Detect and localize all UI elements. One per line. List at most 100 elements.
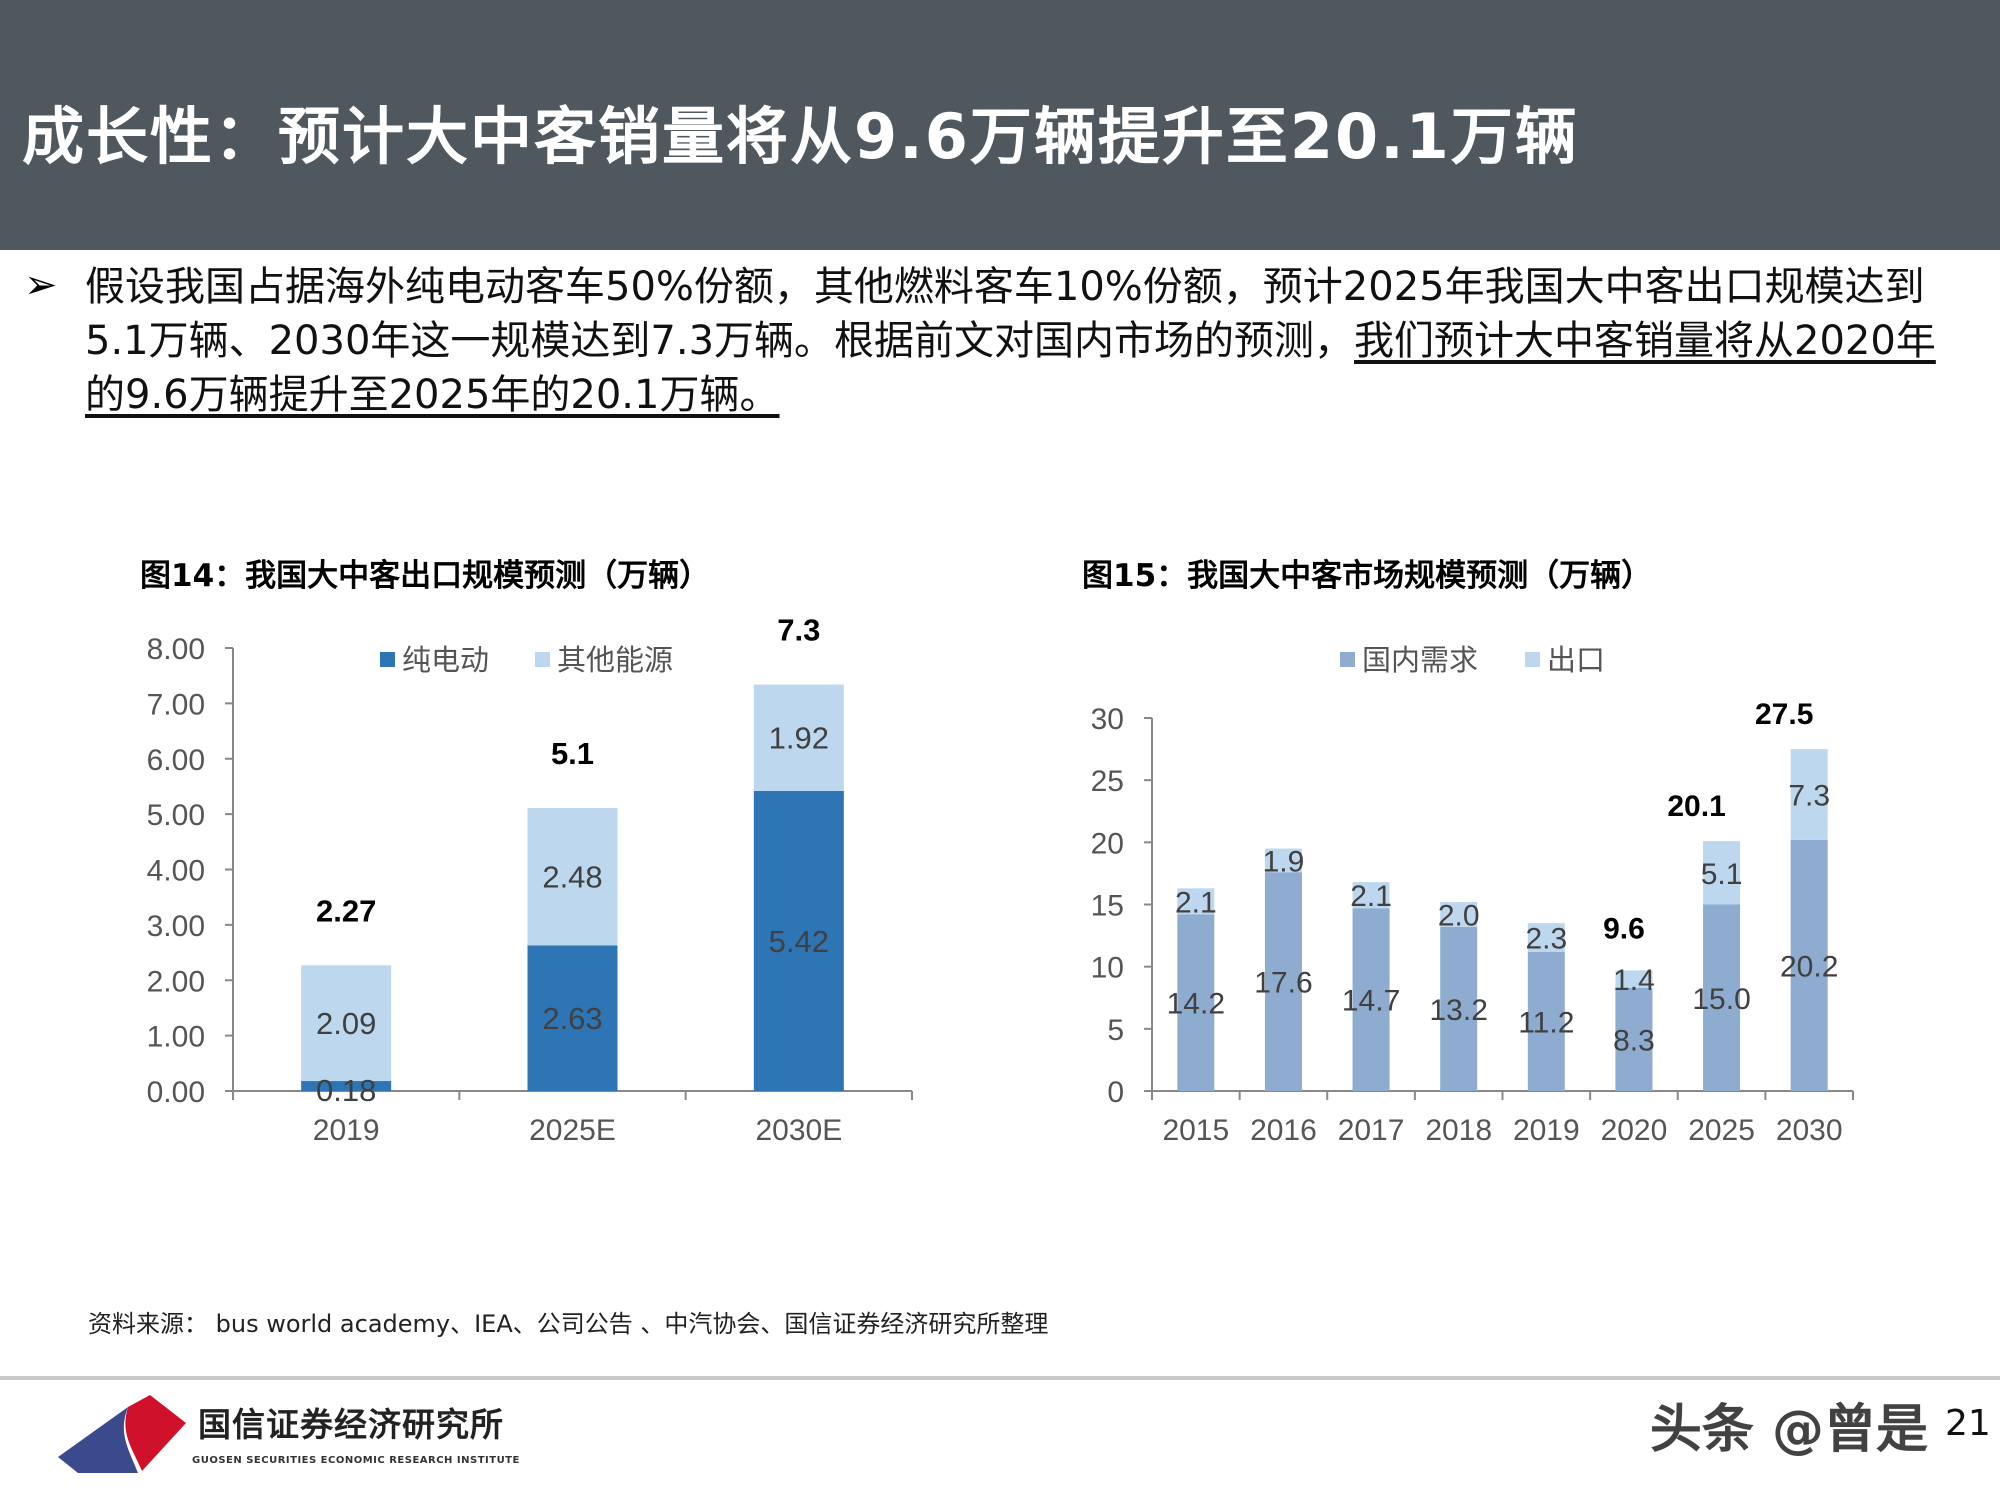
chart1-bar-国内需求-2020 — [1615, 987, 1653, 1091]
chart1-x-tick-label: 2025 — [1688, 1114, 1755, 1147]
chart0-y-tick-label: 6.00 — [147, 744, 205, 777]
chart1-x-tick-label: 2019 — [1513, 1114, 1580, 1147]
chart0-legend-swatch — [380, 652, 395, 667]
chart1-legend-label: 国内需求 — [1362, 643, 1478, 677]
chart0-y-tick-label: 7.00 — [147, 688, 205, 721]
guosen-logo-icon — [58, 1395, 186, 1473]
chart0-total-label: 5.1 — [551, 736, 594, 771]
chart1-x-tick-label: 2020 — [1601, 1114, 1668, 1147]
source-note: 资料来源： bus world academy、IEA、公司公告 、中汽协会、国… — [88, 1310, 1049, 1338]
chart1-data-label: 17.6 — [1254, 967, 1312, 1000]
chart0-data-label: 5.42 — [769, 924, 829, 959]
chart0-bar-纯电动-2025E — [527, 945, 618, 1091]
chart0-data-label: 2.48 — [542, 860, 602, 895]
chart0-y-tick-label: 1.00 — [147, 1021, 205, 1054]
watermark: 头条 @曾是 — [1649, 1400, 1928, 1460]
chart1-bar-国内需求-2017 — [1352, 908, 1390, 1091]
chart1-legend-swatch — [1525, 652, 1540, 667]
chart1-data-label: 7.3 — [1788, 779, 1830, 812]
chart1-y-tick-label: 25 — [1091, 765, 1124, 798]
chart1-bar-出口-2019 — [1527, 923, 1565, 952]
chart0-data-label: 2.63 — [542, 1001, 602, 1036]
chart1-y-tick-label: 15 — [1091, 890, 1124, 923]
chart0-y-tick-label: 8.00 — [147, 633, 205, 666]
chart0-bar-纯电动-2030E — [753, 790, 844, 1091]
chart1-x-tick-label: 2016 — [1250, 1114, 1317, 1147]
chart1-y-tick-label: 10 — [1091, 952, 1124, 985]
chart1-data-label: 5.1 — [1701, 858, 1743, 891]
arrow-bullet-icon: ➢ — [24, 262, 58, 308]
chart0-x-tick-label: 2030E — [755, 1114, 842, 1147]
chart0-y-tick-label: 4.00 — [147, 855, 205, 888]
chart1-bar-出口-2020 — [1615, 970, 1653, 988]
chart0-x-tick-label: 2025E — [529, 1114, 616, 1147]
chart1-data-label: 14.2 — [1167, 988, 1225, 1021]
logo-name-en: GUOSEN SECURITIES ECONOMIC RESEARCH INST… — [192, 1455, 520, 1466]
chart1-bar-出口-2018 — [1440, 902, 1478, 927]
chart1-total-label: 27.5 — [1755, 698, 1813, 731]
chart0-y-tick-label: 5.00 — [147, 799, 205, 832]
chart0-data-label: 0.18 — [316, 1073, 376, 1108]
chart0-data-label: 1.92 — [769, 721, 829, 756]
chart1-bar-出口-2030 — [1790, 749, 1828, 840]
chart1-data-label: 2.1 — [1350, 880, 1392, 913]
chart1-legend-label: 出口 — [1547, 643, 1605, 677]
paragraph-underlined-text: 我们预计大中客销量将从2020年的9.6万辆提升至2025年的20.1万辆。 — [85, 318, 1936, 418]
chart1-bar-出口-2025 — [1703, 841, 1741, 905]
chart1-bar-国内需求-2025 — [1703, 904, 1741, 1091]
chart1-y-tick-label: 5 — [1107, 1014, 1124, 1047]
chart1-bar-出口-2016 — [1264, 848, 1302, 873]
chart0-y-tick-label: 0.00 — [147, 1076, 205, 1109]
chart0-legend-label: 纯电动 — [402, 643, 489, 677]
chart1-data-label: 1.4 — [1613, 964, 1655, 997]
chart1-data-label: 11.2 — [1518, 1006, 1574, 1039]
page-number: 21 — [1945, 1403, 1991, 1444]
chart0-bar-其他能源-2019 — [301, 965, 392, 1082]
chart0-x-tick-label: 2019 — [313, 1114, 380, 1147]
chart0-bar-其他能源-2025E — [527, 808, 618, 946]
chart1-y-tick-label: 0 — [1107, 1076, 1124, 1109]
logo-name-cn: 国信证券经济研究所 — [198, 1405, 504, 1444]
chart1-bar-国内需求-2015 — [1177, 914, 1215, 1091]
chart0-y-tick-label: 3.00 — [147, 910, 205, 943]
chart1-data-label: 2.0 — [1438, 899, 1480, 932]
chart1-bar-国内需求-2018 — [1440, 926, 1478, 1091]
chart1-bar-国内需求-2016 — [1264, 872, 1302, 1091]
chart1-legend-swatch — [1340, 652, 1355, 667]
chart0-bar-纯电动-2019 — [301, 1081, 392, 1091]
chart1-y-tick-label: 30 — [1091, 703, 1124, 736]
chart1-data-label: 13.2 — [1429, 994, 1487, 1027]
chart0-legend-swatch — [535, 652, 550, 667]
page-title: 成长性：预计大中客销量将从9.6万辆提升至20.1万辆 — [22, 100, 1579, 173]
chart1-total-label: 20.1 — [1667, 790, 1725, 823]
chart1-bar-国内需求-2019 — [1527, 951, 1565, 1091]
paragraph-text: 假设我国占据海外纯电动客车50%份额，其他燃料客车10%份额，预计2025年我国… — [85, 264, 1925, 364]
chart1-data-label: 2.1 — [1175, 886, 1217, 919]
chart1-x-tick-label: 2015 — [1162, 1114, 1229, 1147]
chart0-total-label: 2.27 — [316, 893, 376, 928]
chart1-x-tick-label: 2030 — [1776, 1114, 1843, 1147]
chart1-bar-出口-2015 — [1177, 888, 1215, 915]
chart1-x-tick-label: 2017 — [1338, 1114, 1405, 1147]
chart0-total-label: 7.3 — [777, 613, 820, 648]
chart1-bar-出口-2017 — [1352, 882, 1390, 909]
chart0-bar-其他能源-2030E — [753, 684, 844, 791]
chart0-legend-label: 其他能源 — [557, 643, 673, 677]
body-paragraph: 假设我国占据海外纯电动客车50%份额，其他燃料客车10%份额，预计2025年我国… — [85, 260, 1965, 422]
chart1-data-label: 15.0 — [1692, 983, 1750, 1016]
chart-15-title: 图15：我国大中客市场规模预测（万辆） — [1082, 558, 1653, 594]
header-bar: 成长性：预计大中客销量将从9.6万辆提升至20.1万辆 — [0, 0, 2000, 250]
chart1-data-label: 8.3 — [1613, 1024, 1655, 1057]
chart1-y-tick-label: 20 — [1091, 827, 1124, 860]
chart-14-title: 图14：我国大中客出口规模预测（万辆） — [140, 558, 711, 594]
footer-divider — [0, 1376, 2000, 1380]
chart1-data-label: 2.3 — [1525, 922, 1567, 955]
chart1-data-label: 1.9 — [1263, 845, 1305, 878]
chart0-y-tick-label: 2.00 — [147, 965, 205, 998]
chart1-data-label: 20.2 — [1780, 950, 1838, 983]
chart1-bar-国内需求-2030 — [1790, 839, 1828, 1091]
chart0-data-label: 2.09 — [316, 1006, 376, 1041]
chart1-data-label: 14.7 — [1342, 985, 1400, 1018]
chart1-x-tick-label: 2018 — [1425, 1114, 1492, 1147]
